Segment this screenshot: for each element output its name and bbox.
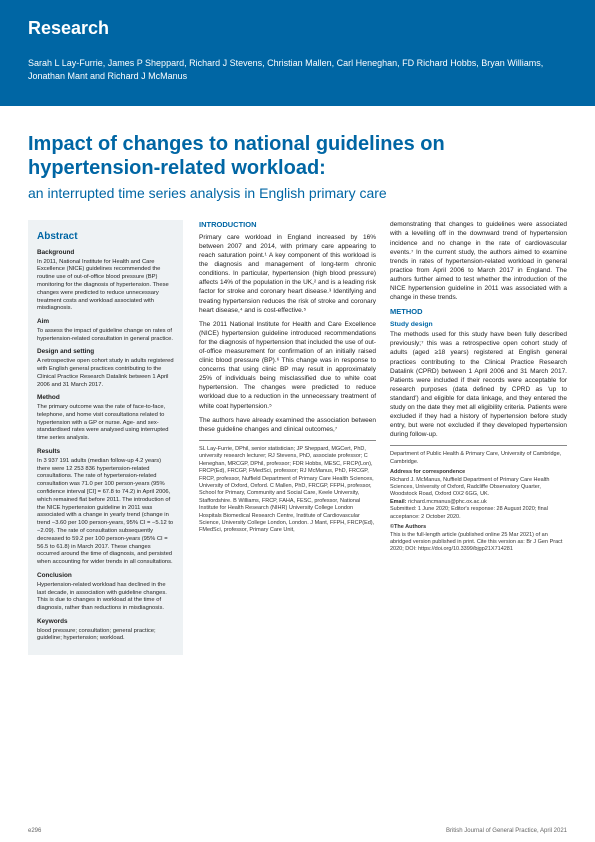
intro-para-4: demonstrating that changes to guidelines… bbox=[390, 220, 567, 302]
correspondence-h: Address for correspondence bbox=[390, 469, 567, 476]
sidebar: Abstract Background In 2011, National In… bbox=[28, 220, 183, 655]
citation-note: This is the full-length article (publish… bbox=[390, 532, 562, 553]
intro-heading: INTRODUCTION bbox=[199, 220, 376, 231]
abstract-design-h: Design and setting bbox=[37, 348, 174, 357]
column-2: demonstrating that changes to guidelines… bbox=[390, 220, 567, 655]
abstract-aim-h: Aim bbox=[37, 318, 174, 327]
research-header: Research Sarah L Lay-Furrie, James P She… bbox=[0, 0, 595, 106]
abstract-background-h: Background bbox=[37, 249, 174, 258]
section-label: Research bbox=[28, 18, 567, 39]
intro-para-1: Primary care workload in England increas… bbox=[199, 233, 376, 315]
affil-text-1: SL Lay-Furrie, DPhil, senior statisticia… bbox=[199, 446, 374, 534]
submitted-line: Submitted: 1 June 2020; Editor's respons… bbox=[390, 506, 567, 521]
abstract-results: In 3 937 191 adults (median follow-up 4.… bbox=[37, 458, 174, 567]
abstract-design: A retrospective open cohort study in adu… bbox=[37, 358, 174, 389]
body-columns: INTRODUCTION Primary care workload in En… bbox=[199, 220, 567, 655]
abstract-box: Abstract Background In 2011, National In… bbox=[28, 220, 183, 655]
abstract-conclusion-h: Conclusion bbox=[37, 572, 174, 581]
main-content: Abstract Background In 2011, National In… bbox=[0, 206, 595, 655]
title-block: Impact of changes to national guidelines… bbox=[0, 106, 595, 206]
abstract-method-h: Method bbox=[37, 394, 174, 403]
abstract-conclusion: Hypertension-related workload has declin… bbox=[37, 582, 174, 613]
abstract-aim: To assess the impact of guideline change… bbox=[37, 328, 174, 344]
abstract-background: In 2011, National Institute for Health a… bbox=[37, 259, 174, 314]
author-list: Sarah L Lay-Furrie, James P Sheppard, Ri… bbox=[28, 57, 567, 82]
method-heading: METHOD bbox=[390, 307, 567, 318]
affiliations-col1: SL Lay-Furrie, DPhil, senior statisticia… bbox=[199, 440, 376, 535]
intro-para-3: The authors have already examined the as… bbox=[199, 416, 376, 434]
page-number: e296 bbox=[28, 828, 41, 834]
email-label: Email: bbox=[390, 499, 407, 505]
abstract-heading: Abstract bbox=[37, 230, 174, 244]
correspondence-addr: Richard J. McManus, Nuffield Department … bbox=[390, 477, 549, 498]
study-design-heading: Study design bbox=[390, 320, 567, 330]
affiliations-col2: Department of Public Health & Primary Ca… bbox=[390, 445, 567, 553]
journal-line: British Journal of General Practice, Apr… bbox=[446, 828, 567, 834]
intro-para-2: The 2011 National Institute for Health a… bbox=[199, 320, 376, 411]
abstract-method: The primary outcome was the rate of face… bbox=[37, 404, 174, 443]
article-subtitle: an interrupted time series analysis in E… bbox=[28, 184, 567, 202]
copyright: ©The Authors bbox=[390, 524, 567, 531]
abstract-keywords-h: Keywords bbox=[37, 618, 174, 627]
abstract-results-h: Results bbox=[37, 448, 174, 457]
affil-text-2: Department of Public Health & Primary Ca… bbox=[390, 451, 561, 464]
page-footer: e296 British Journal of General Practice… bbox=[28, 828, 567, 834]
method-para-1: The methods used for this study have bee… bbox=[390, 330, 567, 439]
email-value: richard.mcmanus@phc.ox.ac.uk bbox=[408, 499, 487, 505]
article-title: Impact of changes to national guidelines… bbox=[28, 132, 567, 180]
column-1: INTRODUCTION Primary care workload in En… bbox=[199, 220, 376, 655]
abstract-keywords: blood pressure; consultation; general pr… bbox=[37, 628, 174, 644]
